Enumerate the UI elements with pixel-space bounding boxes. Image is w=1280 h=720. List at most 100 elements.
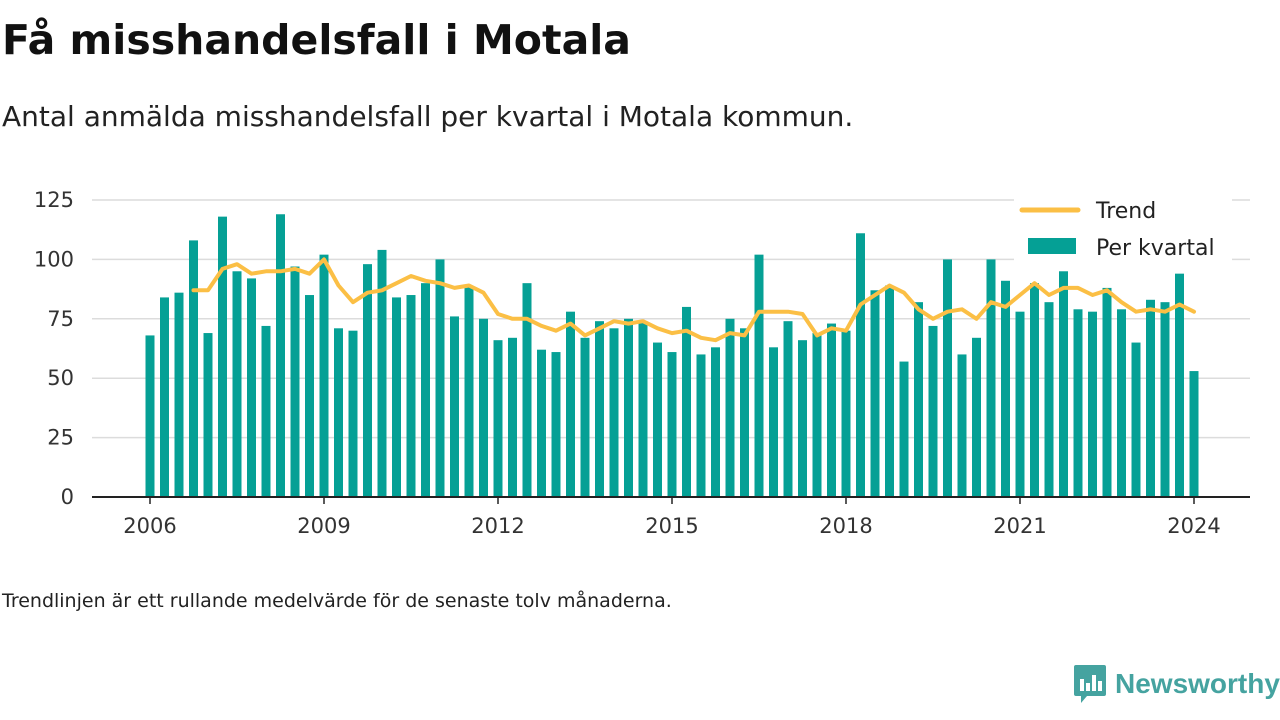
chart-title: Få misshandelsfall i Motala [2,16,631,64]
bar [261,325,271,497]
y-tick-label: 100 [34,247,74,271]
bar [1102,287,1112,497]
brand-name: Newsworthy [1115,668,1280,699]
y-axis-ticks: 0 25 50 75 100 125 [34,188,74,509]
bar [1117,309,1126,497]
legend-bar-swatch [1028,238,1076,254]
bar [856,233,865,497]
bar [711,347,720,497]
x-tick-label: 2009 [297,514,350,538]
bar [508,337,517,497]
bar [464,285,474,497]
x-tick-label: 2024 [1167,514,1220,538]
bar [580,337,590,497]
x-tick-label: 2012 [471,514,524,538]
bar [914,302,923,497]
bar [754,254,764,497]
bar [406,295,416,497]
brand: Newsworthy [1073,664,1280,704]
bar [609,328,619,497]
bar [319,254,329,497]
trend-line [191,257,1196,343]
bar [189,240,198,497]
bar [1160,302,1170,497]
y-tick-label: 50 [47,366,74,390]
chart-legend: Trend Per kvartal [1014,194,1232,270]
bar [653,342,662,497]
x-axis-ticks: 2006 2009 2012 2015 2018 2021 2024 [123,497,1221,538]
bar [885,285,894,497]
bar [624,318,633,497]
footnote: Trendlinjen är ett rullande medelvärde f… [2,590,672,612]
bar [290,266,300,497]
bar [566,311,575,497]
bar [174,292,184,497]
bar [435,259,445,497]
bar [957,354,967,497]
y-tick-label: 0 [61,485,74,509]
bar [218,216,227,497]
bar [1175,273,1184,497]
bar [160,297,169,497]
bar [1189,371,1199,497]
bar [247,278,256,497]
bar [841,330,851,497]
bar [827,323,836,497]
bar [493,340,503,497]
x-tick-label: 2015 [645,514,698,538]
bar [334,328,343,497]
bar [392,297,401,497]
bar [522,283,532,497]
bar [783,321,793,497]
bar [986,259,996,497]
bar [928,325,938,497]
bar [145,335,155,497]
bar [812,333,822,497]
bar [1073,309,1083,497]
bar [696,354,706,497]
y-tick-label: 125 [34,188,74,212]
legend-trend-label: Trend [1095,199,1156,224]
bar [870,290,880,497]
y-tick-label: 75 [47,307,74,331]
x-tick-label: 2006 [123,514,176,538]
bar [682,306,691,497]
bar [276,214,285,498]
bar-series [145,214,1199,498]
bar [551,352,561,497]
bar [638,321,648,497]
x-tick-label: 2018 [819,514,872,538]
bar [305,295,314,497]
bar [899,361,909,497]
chart-subtitle: Antal anmälda misshandelsfall per kvarta… [2,100,854,133]
legend-background [1014,194,1232,270]
bar [479,318,488,497]
bar [1044,302,1054,497]
bar [537,349,546,497]
bar [1088,311,1097,497]
bar [450,316,459,497]
bar [740,328,749,497]
bar [1001,280,1010,497]
bar [595,321,604,497]
bar [1015,311,1025,497]
newsworthy-logo-icon [1074,665,1106,703]
bar [421,283,430,497]
bar [1131,342,1141,497]
bar [769,347,778,497]
bar [667,352,677,497]
bar [1059,271,1068,497]
x-tick-label: 2021 [993,514,1046,538]
bar [1146,299,1155,497]
bar [232,271,242,497]
bar [1030,283,1039,497]
bar [725,318,735,497]
bar [798,340,807,497]
bar [363,264,372,497]
bar [348,330,358,497]
bar [943,259,952,497]
bar [203,333,213,497]
bar [377,249,387,497]
legend-bar-label: Per kvartal [1096,236,1215,261]
